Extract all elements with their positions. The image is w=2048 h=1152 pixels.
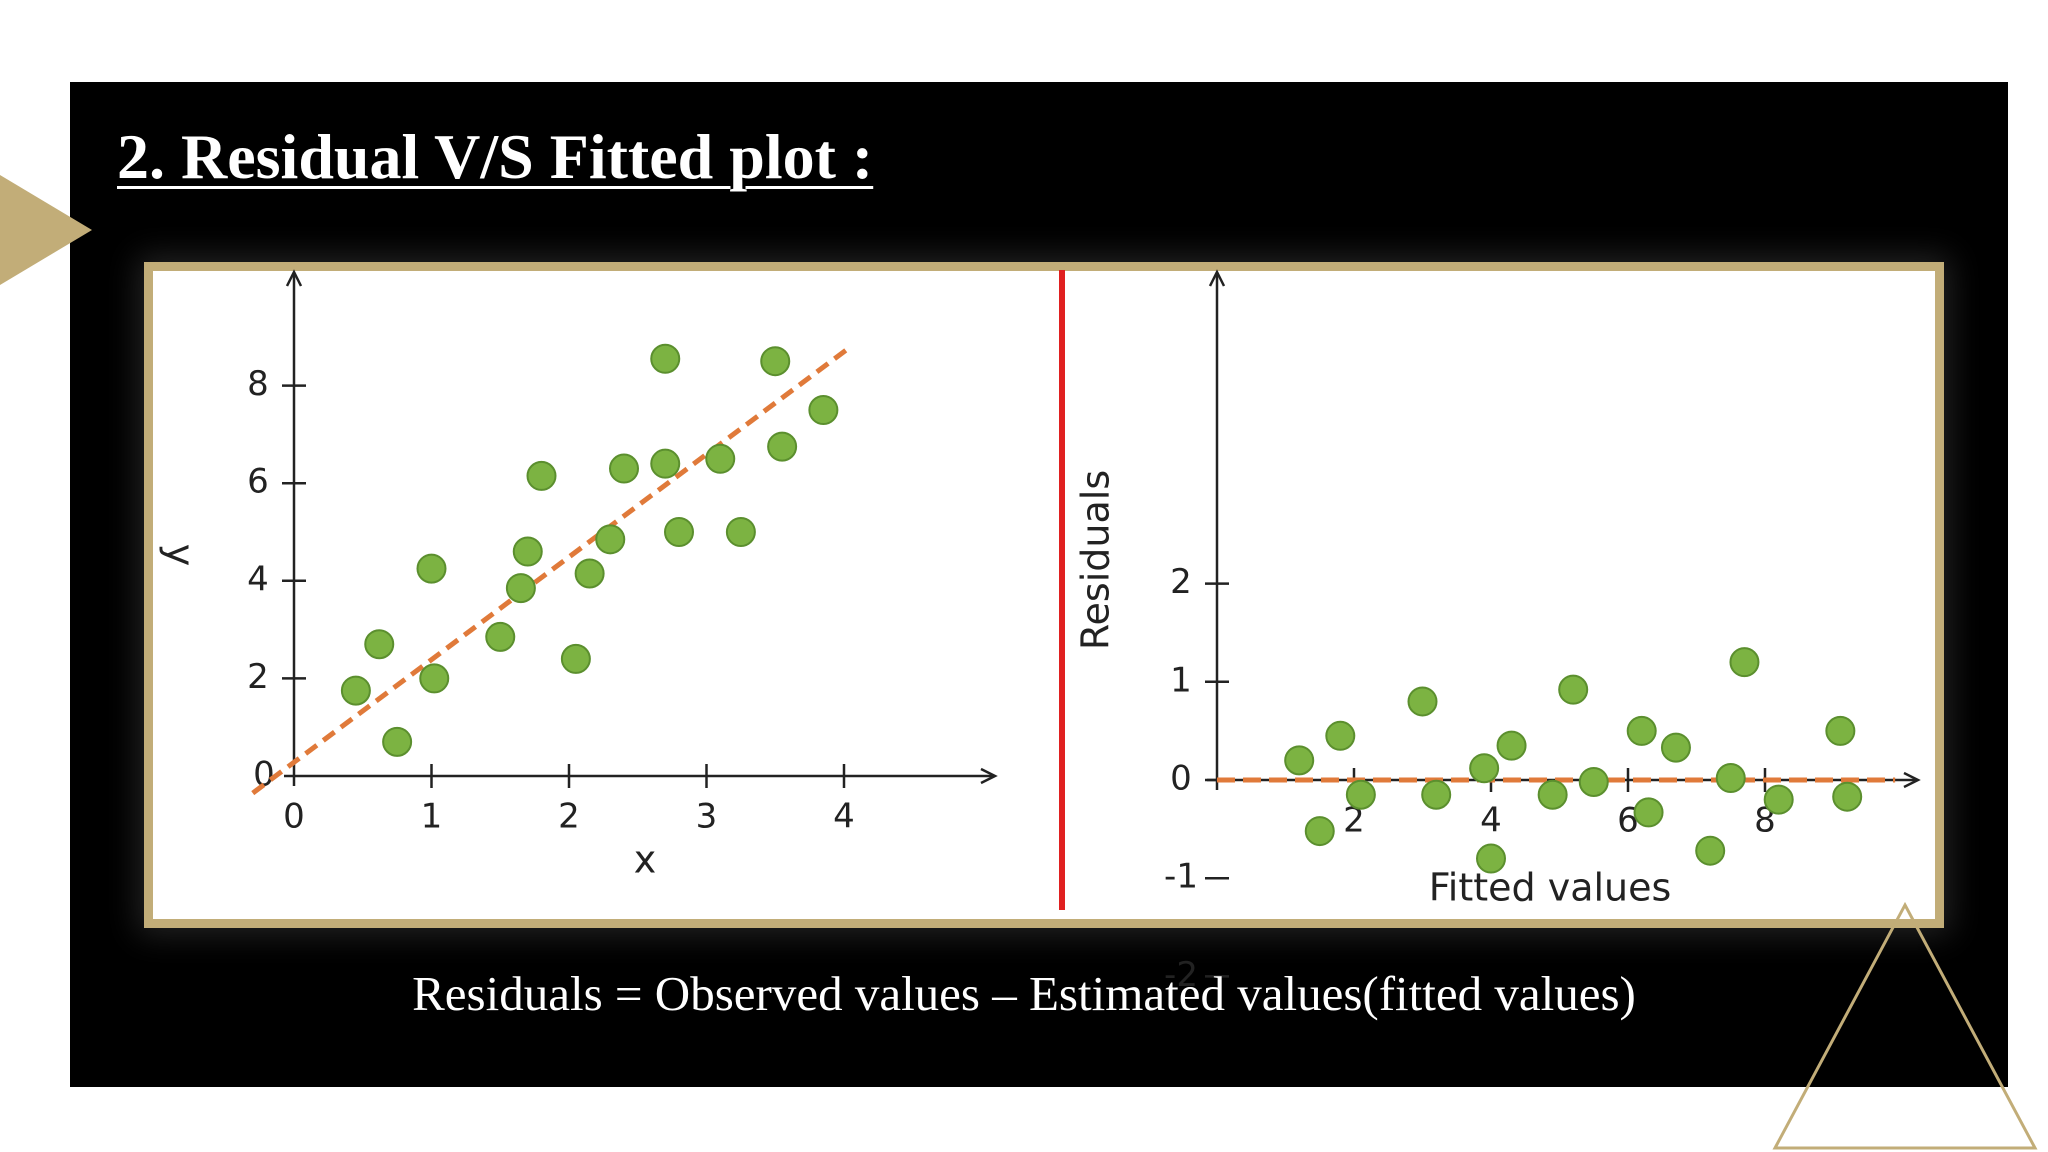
chart1-data-point: [512, 536, 543, 567]
chart2-data-point: [1763, 784, 1794, 815]
chart1-data-point: [650, 448, 681, 479]
chart1-x-axis-label: x: [634, 838, 657, 882]
chart2-y-tick-label: 0: [1170, 759, 1192, 799]
chart1-y-tick-label: 8: [247, 364, 269, 404]
chart1-x-tick-label: 1: [421, 797, 443, 837]
gold-triangle-outline-decoration: [1772, 901, 2038, 1150]
chart2-data-point: [1407, 686, 1438, 717]
chart1-data-point: [340, 675, 371, 706]
chart2-data-point: [1633, 797, 1664, 828]
chart1-y-tick-label: 4: [247, 559, 269, 599]
chart2-data-point: [1715, 763, 1746, 794]
chart2-data-point: [1558, 674, 1589, 705]
chart1-y-axis-label: y: [159, 544, 203, 567]
chart2-y-tick-label: 1: [1170, 660, 1192, 700]
chart1-data-point: [526, 460, 557, 491]
chart2-data-point: [1469, 753, 1500, 784]
chart1-y-tick-label: 6: [247, 462, 269, 502]
chart2-data-point: [1626, 715, 1657, 746]
chart2-data-point: [1496, 730, 1527, 761]
chart1-data-point: [574, 558, 605, 589]
chart1-data-point: [419, 663, 450, 694]
chart1-x-tick-label: 2: [558, 797, 580, 837]
chart1-data-point: [725, 517, 756, 547]
chart1-data-point: [595, 524, 626, 555]
chart2-data-point: [1578, 766, 1609, 797]
chart1-data-point: [364, 629, 395, 660]
chart2-y-tick-label: 2: [1170, 562, 1192, 602]
chart1-data-point: [609, 453, 639, 484]
chart1-x-tick-label: 4: [833, 797, 855, 837]
chart1-data-point: [416, 553, 447, 584]
chart1-data-point: [664, 517, 694, 547]
chart2-x-tick-label: 4: [1480, 801, 1502, 841]
slide-title: 2. Residual V/S Fitted plot :: [117, 121, 874, 192]
chart2-data-point: [1325, 720, 1356, 751]
chart2-data-point: [1832, 781, 1863, 812]
chart1-y-tick-label: 2: [247, 657, 269, 697]
chart2-data-point: [1825, 715, 1856, 746]
chart2-y-axis-label: Residuals: [1074, 470, 1118, 650]
chart2-data-point: [1476, 843, 1506, 874]
chart2-x-tick-label: 6: [1617, 801, 1639, 841]
gold-arrow-decoration: [0, 175, 92, 285]
chart1-data-point: [650, 343, 681, 374]
chart1-origin-label: 0: [253, 755, 275, 795]
chart1-y-axis-arrow: [285, 269, 303, 287]
chart2-data-point: [1304, 816, 1335, 847]
chart1-x-tick-label: 3: [696, 797, 718, 837]
residual-definition-caption: Residuals = Observed values – Estimated …: [412, 966, 1636, 1021]
chart2-data-point: [1537, 779, 1568, 810]
chart2-data-point: [1345, 779, 1376, 810]
chart1-data-point: [808, 395, 839, 425]
chart2-data-point: [1284, 745, 1315, 776]
chart2-y-tick-label: -2: [1164, 955, 1198, 995]
chart1-data-point: [705, 443, 736, 474]
chart2-data-point: [1695, 835, 1726, 866]
chart1-data-point: [382, 726, 413, 757]
chart2-data-point: [1729, 647, 1760, 678]
chart2-y-tick-label: -1: [1164, 857, 1198, 897]
chart2-x-axis-arrow: [1903, 771, 1921, 789]
chart2-x-axis-label: Fitted values: [1429, 866, 1672, 910]
chart1-x-axis-arrow: [980, 767, 998, 785]
chart2-data-point: [1421, 779, 1452, 810]
chart1-data-point: [560, 643, 591, 674]
chart1-fit-line: [251, 344, 853, 796]
chart2-x-tick-label: 2: [1343, 801, 1365, 841]
chart1-x-tick-label: 0: [283, 797, 305, 837]
chart1-data-point: [760, 346, 791, 377]
chart2-y-axis-arrow: [1208, 269, 1226, 287]
chart1-data-point: [485, 621, 516, 652]
chart1-data-point: [767, 431, 798, 462]
chart1-data-point: [505, 573, 536, 604]
chart2-data-point: [1660, 732, 1691, 763]
